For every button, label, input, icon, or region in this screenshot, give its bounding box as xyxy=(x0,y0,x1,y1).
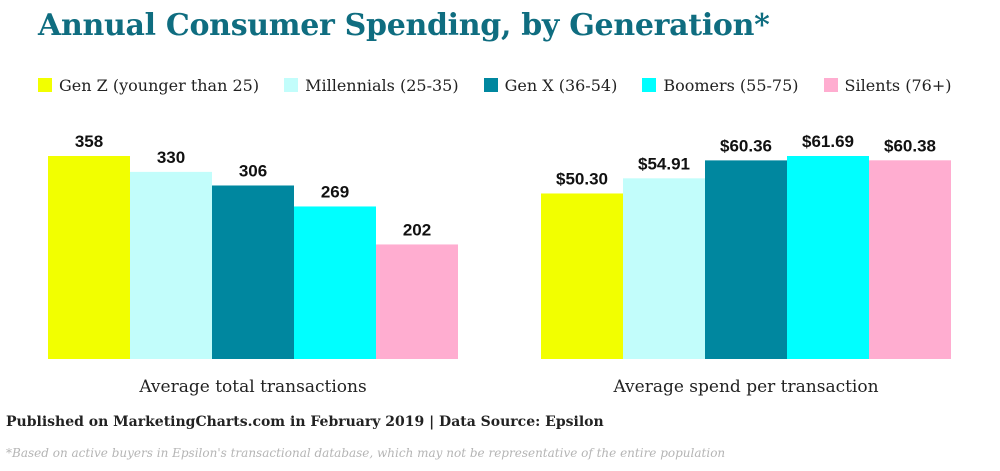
legend-label-millennials: Millennials (25-35) xyxy=(305,75,459,95)
bar-transactions-boomers xyxy=(294,206,376,359)
legend-label-silents: Silents (76+) xyxy=(844,75,952,95)
data-label-spend-millennials: $54.91 xyxy=(638,154,690,173)
source-line: Published on MarketingCharts.com in Febr… xyxy=(6,414,604,430)
chart-title: Annual Consumer Spending, by Generation* xyxy=(38,8,770,43)
data-label-transactions-gen-x: 306 xyxy=(239,161,267,180)
bar-transactions-gen-z xyxy=(48,156,130,359)
legend-label-gen-z: Gen Z (younger than 25) xyxy=(59,75,260,95)
legend-swatch-gen-z xyxy=(38,78,52,92)
group-label-spend: Average spend per transaction xyxy=(612,377,878,397)
data-label-transactions-silents: 202 xyxy=(403,220,431,239)
data-label-transactions-boomers: 269 xyxy=(321,182,349,201)
legend-swatch-boomers xyxy=(642,78,657,92)
legend-item-boomers: Boomers (55-75) xyxy=(642,75,799,95)
legend-swatch-silents xyxy=(823,78,838,92)
bar-spend-gen-z xyxy=(541,193,623,359)
bar-spend-gen-x xyxy=(705,160,787,359)
legend: Gen Z (younger than 25) Millennials (25-… xyxy=(38,74,976,96)
bar-spend-silents xyxy=(869,160,951,359)
footnote: *Based on active buyers in Epsilon's tra… xyxy=(6,446,726,460)
bar-transactions-silents xyxy=(376,244,458,359)
data-label-transactions-gen-z: 358 xyxy=(75,132,103,151)
group-label-transactions: Average total transactions xyxy=(138,377,366,397)
bar-spend-boomers xyxy=(787,156,869,359)
legend-swatch-millennials xyxy=(284,78,299,92)
bar-spend-millennials xyxy=(623,178,705,359)
legend-item-millennials: Millennials (25-35) xyxy=(284,76,459,95)
data-label-spend-boomers: $61.69 xyxy=(802,132,854,151)
data-label-spend-gen-x: $60.36 xyxy=(720,136,772,155)
data-label-spend-silents: $60.38 xyxy=(884,136,936,155)
bar-transactions-gen-x xyxy=(212,185,294,359)
data-label-spend-gen-z: $50.30 xyxy=(556,169,608,188)
legend-label-boomers: Boomers (55-75) xyxy=(663,75,799,95)
legend-item-silents: Silents (76+) xyxy=(823,75,952,95)
data-label-transactions-millennials: 330 xyxy=(157,148,185,167)
legend-swatch-gen-x xyxy=(483,78,498,92)
bar-transactions-millennials xyxy=(130,171,212,359)
legend-label-gen-x: Gen X (36-54) xyxy=(504,75,618,95)
legend-item-gen-z: Gen Z (younger than 25) xyxy=(38,76,259,95)
legend-item-gen-x: Gen X (36-54) xyxy=(483,75,618,95)
